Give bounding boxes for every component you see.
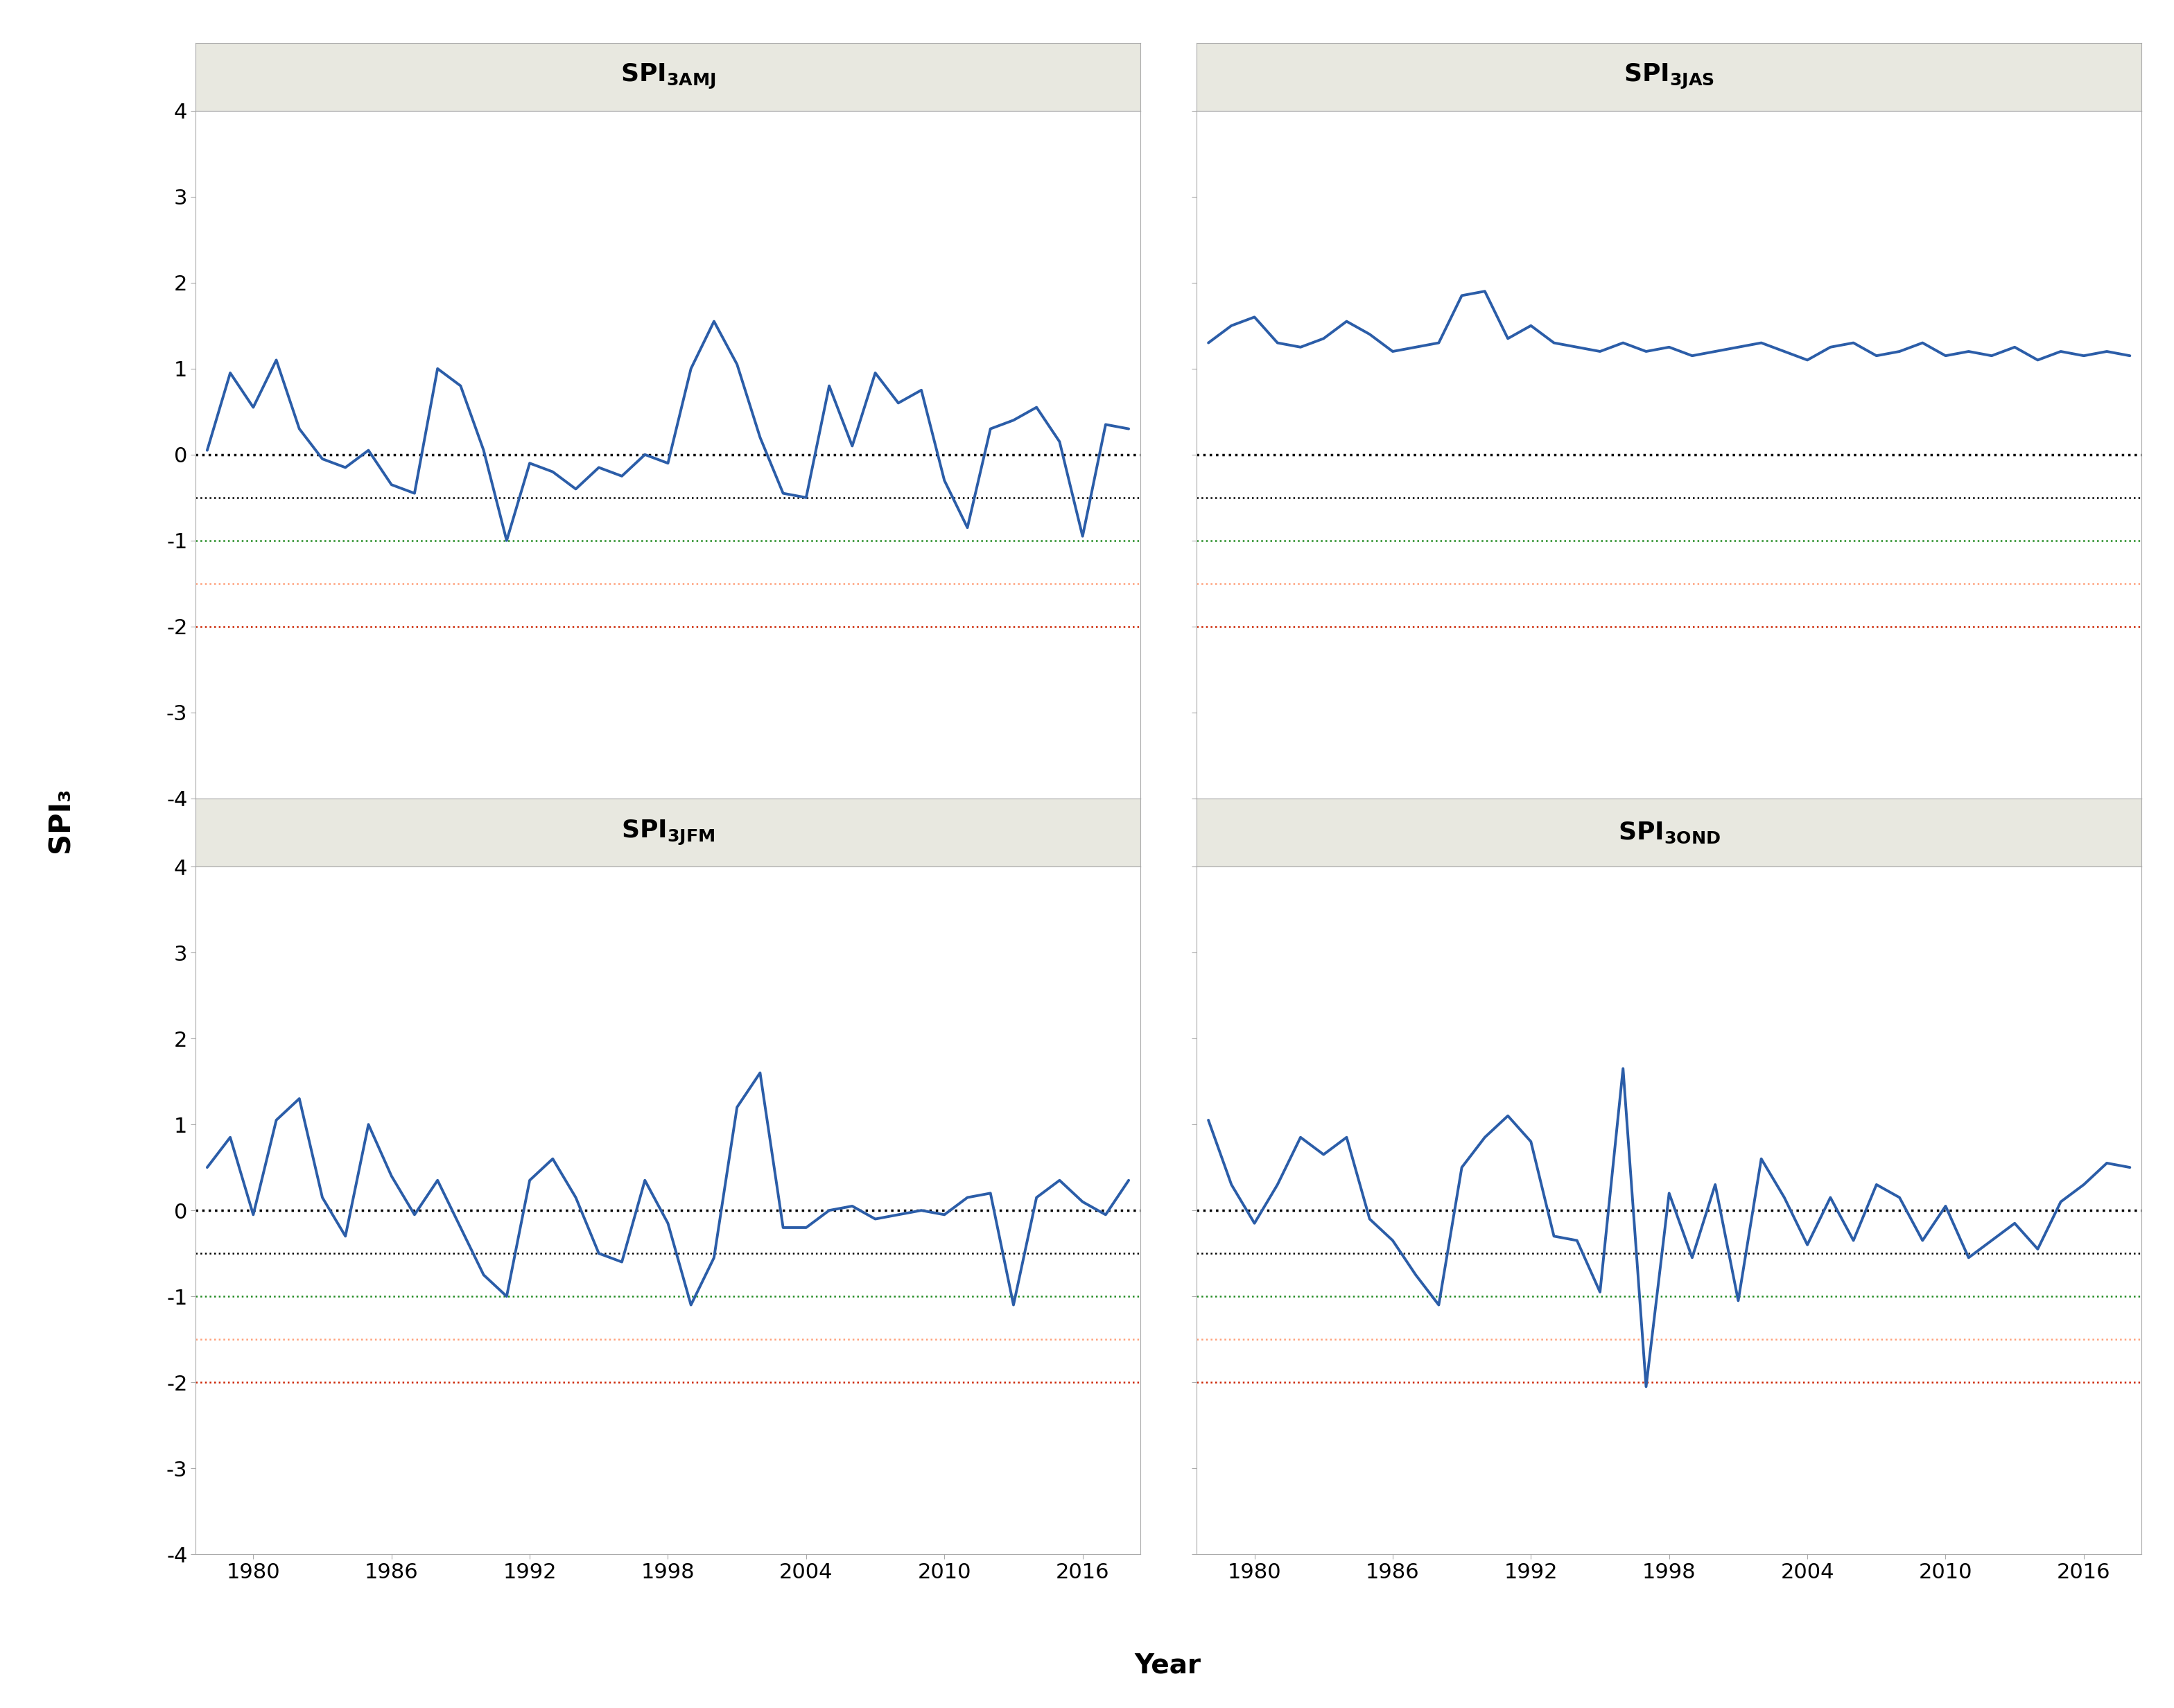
Text: SPI₃: SPI₃ — [46, 787, 76, 852]
Text: $\mathbf{SPI}$$_{\mathbf{3OND}}$: $\mathbf{SPI}$$_{\mathbf{3OND}}$ — [1617, 820, 1720, 845]
Text: $\mathbf{SPI}$$_{\mathbf{3JAS}}$: $\mathbf{SPI}$$_{\mathbf{3JAS}}$ — [1624, 63, 1715, 91]
Text: $\mathbf{SPI}$$_{\mathbf{3AMJ}}$: $\mathbf{SPI}$$_{\mathbf{3AMJ}}$ — [620, 63, 715, 91]
Text: $\mathbf{SPI}$$_{\mathbf{3JFM}}$: $\mathbf{SPI}$$_{\mathbf{3JFM}}$ — [622, 818, 715, 847]
Text: Year: Year — [1135, 1652, 1200, 1679]
